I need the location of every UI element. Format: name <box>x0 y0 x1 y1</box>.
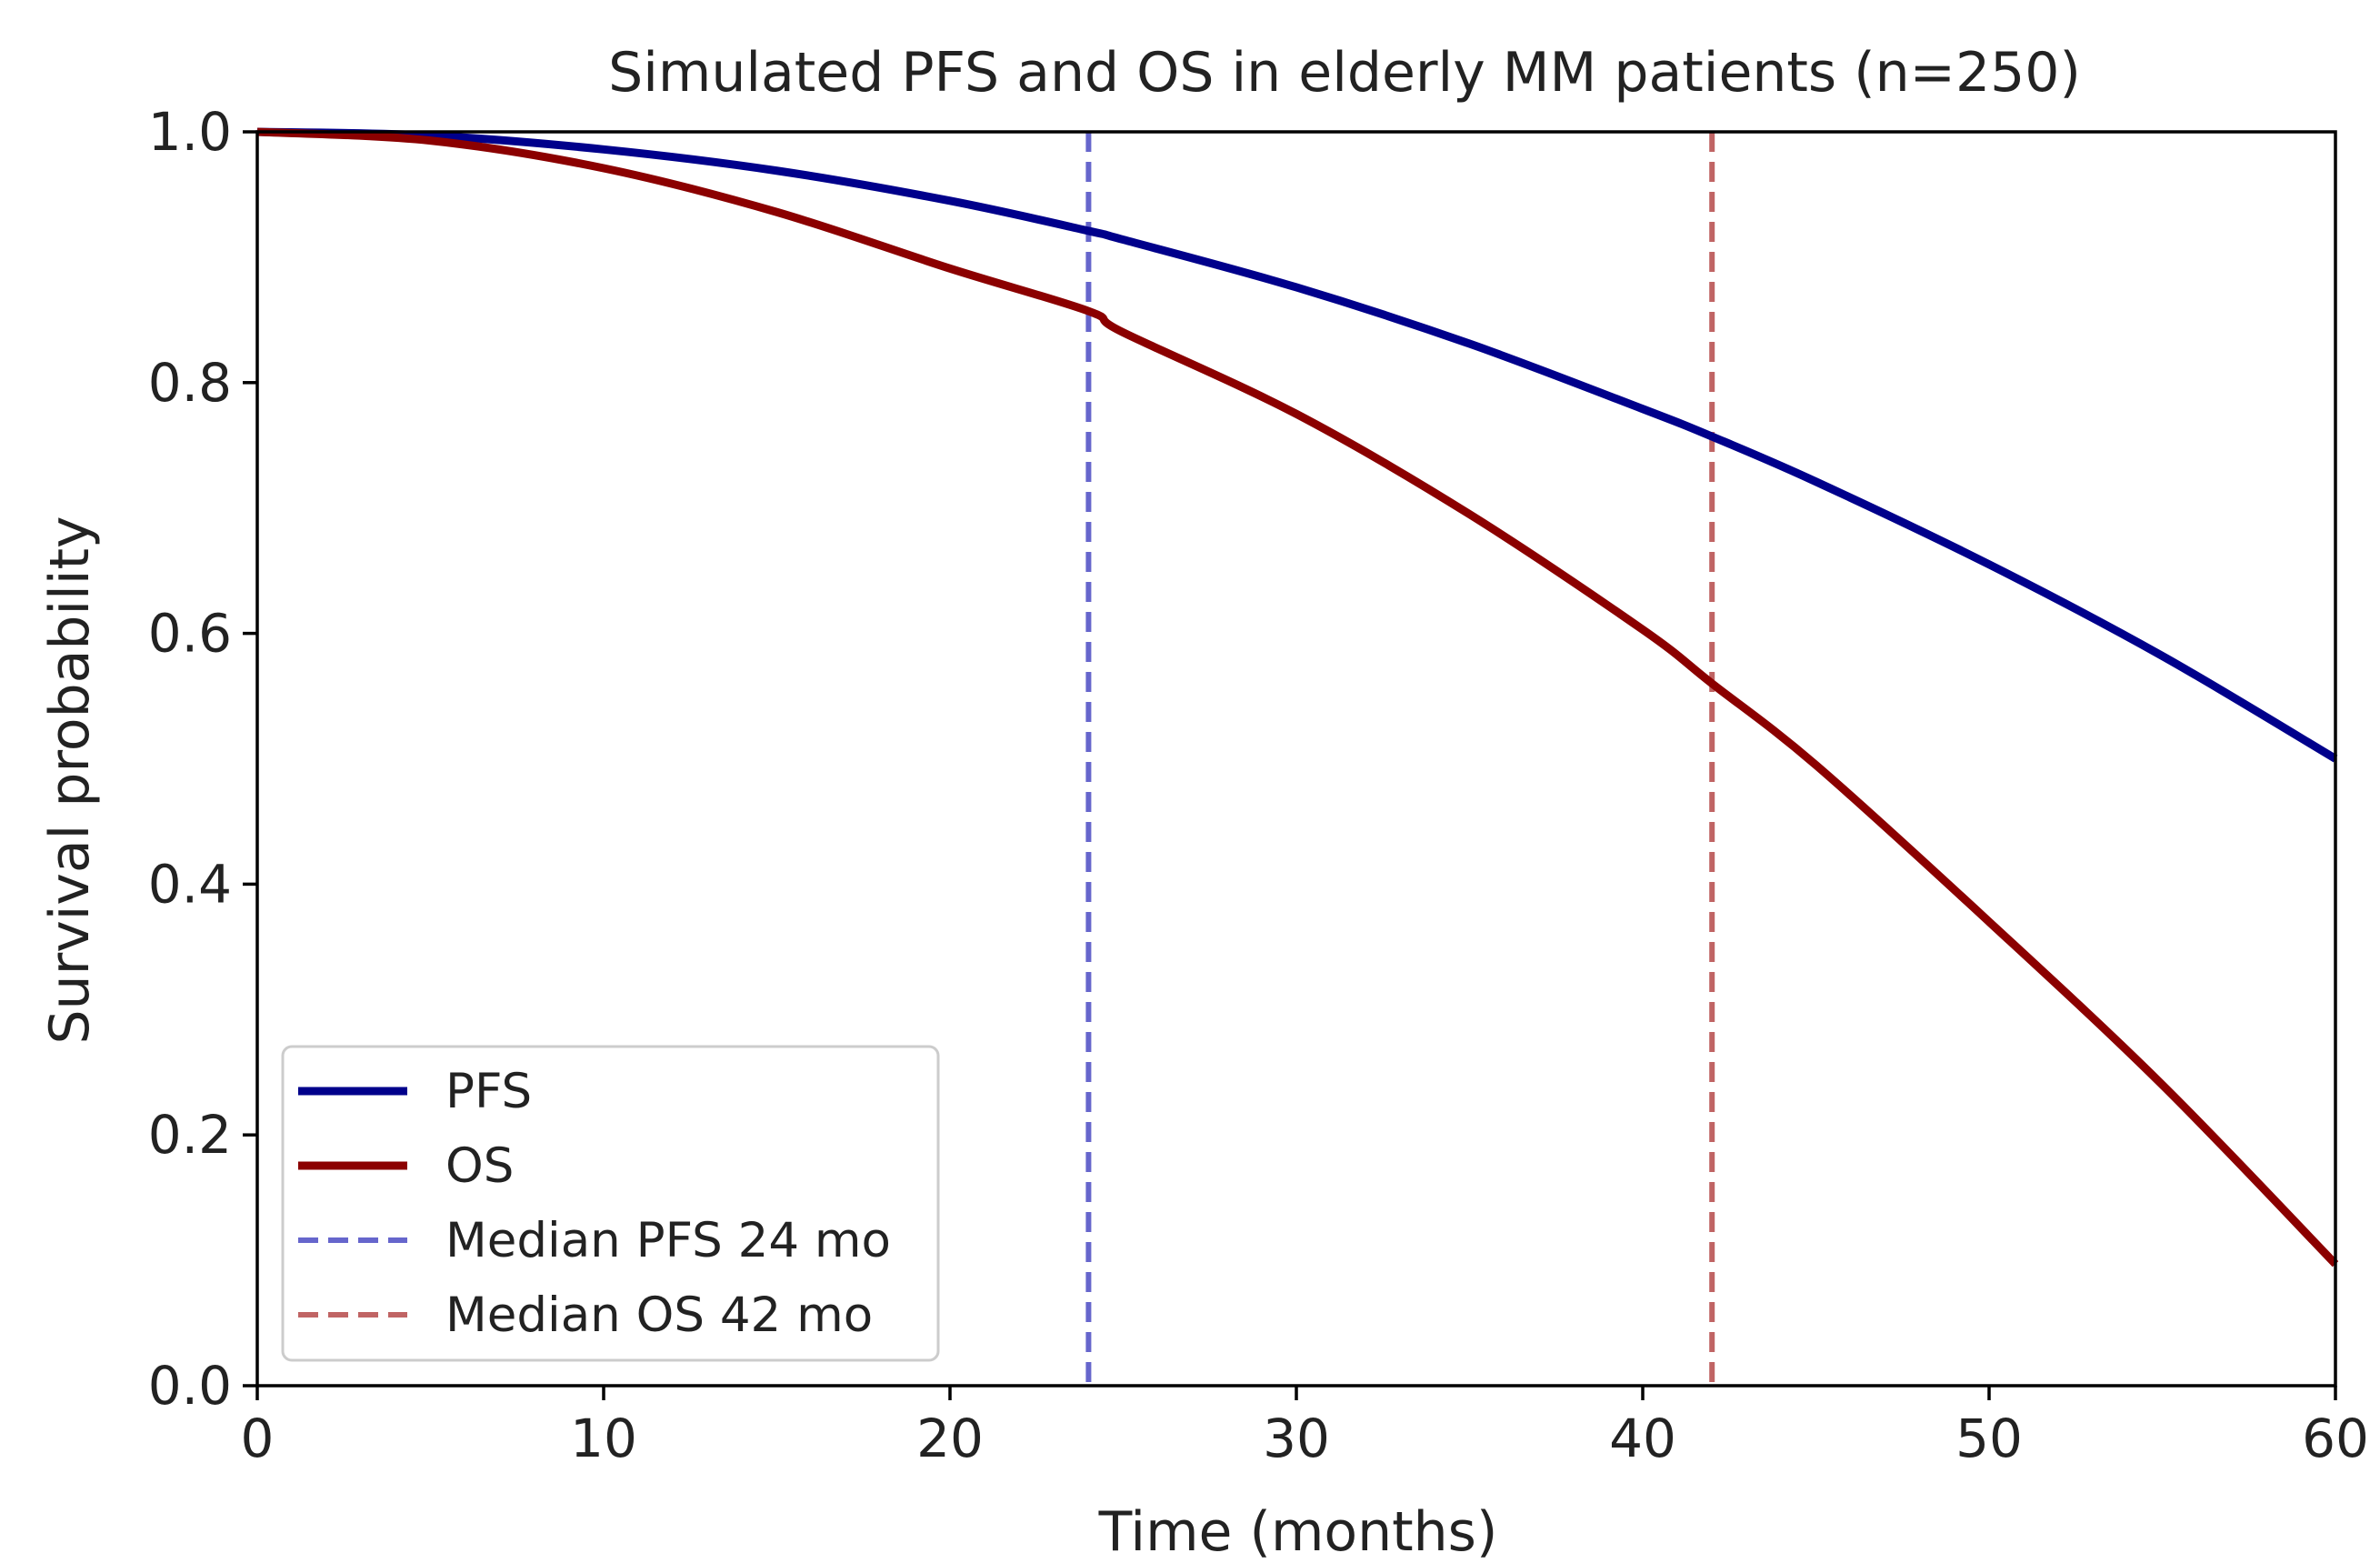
legend: PFS OS Median PFS 24 mo Median OS 42 mo <box>281 1045 940 1362</box>
x-tick-label: 40 <box>1609 1408 1676 1469</box>
y-axis-label: Survival probability <box>38 516 102 1044</box>
series-line-os <box>256 127 2339 1267</box>
legend-frame <box>281 1045 940 1362</box>
y-tick-label: 0.0 <box>148 1355 232 1417</box>
x-tick-label: 60 <box>2302 1408 2369 1469</box>
y-tick-label: 0.8 <box>148 352 232 414</box>
x-axis-label: Time (months) <box>1098 1500 1498 1563</box>
x-tick-label: 30 <box>1263 1408 1330 1469</box>
axes: 0 10 20 30 40 50 60 0.0 0.2 0.4 0.6 0.8 1.0 <box>148 101 2369 1469</box>
x-tick-label: 20 <box>916 1408 984 1469</box>
y-tick-label: 0.6 <box>148 603 232 665</box>
chart-title: Simulated PFS and OS in elderly MM patie… <box>608 41 2081 105</box>
legend-label: OS <box>445 1138 514 1194</box>
legend-label: PFS <box>445 1064 532 1119</box>
x-tick-label: 10 <box>570 1408 637 1469</box>
y-tick-label: 1.0 <box>148 101 232 163</box>
x-tick-label: 0 <box>241 1408 275 1469</box>
plot-area <box>256 127 2339 1386</box>
series-line-pfs <box>256 127 2338 763</box>
legend-label: Median PFS 24 mo <box>445 1213 891 1268</box>
y-tick-label: 0.2 <box>148 1104 232 1166</box>
x-tick-label: 50 <box>1955 1408 2023 1469</box>
legend-label: Median OS 42 mo <box>445 1287 873 1343</box>
y-tick-label: 0.4 <box>148 853 232 915</box>
